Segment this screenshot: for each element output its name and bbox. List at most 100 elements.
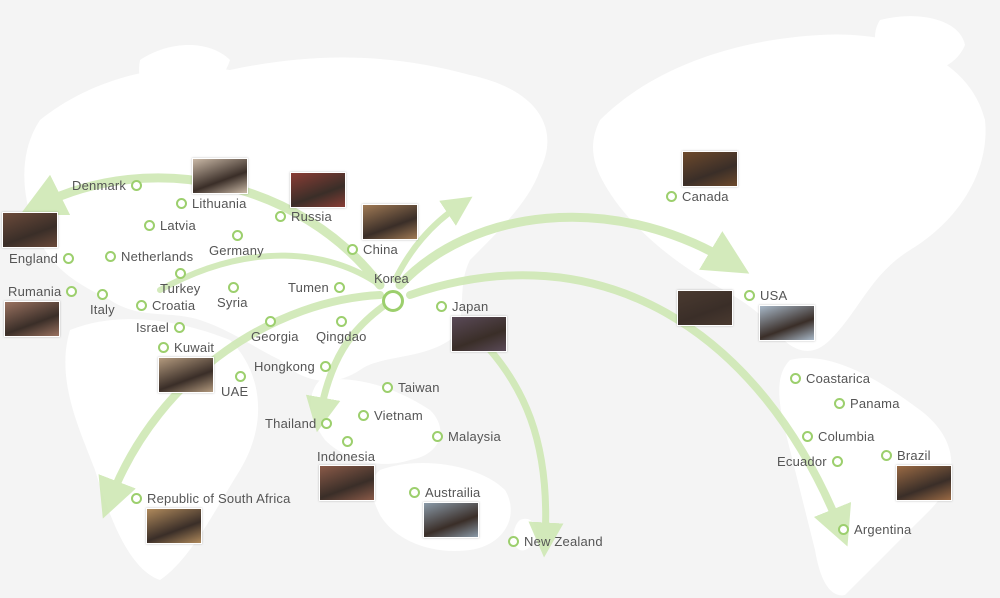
landmass-eurasia — [24, 57, 548, 381]
location-south-africa[interactable]: Republic of South Africa — [131, 491, 291, 506]
location-canada[interactable]: Canada — [666, 189, 729, 204]
location-panama[interactable]: Panama — [834, 396, 900, 411]
route-to-southeast-asia — [305, 301, 389, 433]
location-dot — [409, 487, 420, 498]
location-dot — [802, 431, 813, 442]
location-syria[interactable]: Syria — [217, 282, 248, 310]
location-label: Croatia — [152, 298, 196, 313]
trade-routes — [19, 173, 852, 558]
location-china[interactable]: China — [347, 242, 398, 257]
location-brazil[interactable]: Brazil — [881, 448, 931, 463]
location-dot — [508, 536, 519, 547]
location-label: China — [363, 242, 398, 257]
location-indonesia[interactable]: Indonesia — [317, 436, 375, 464]
photo-kuwait[interactable] — [158, 357, 214, 393]
photo-china[interactable] — [362, 204, 418, 240]
location-label: Tumen — [288, 280, 329, 295]
location-dot — [321, 418, 333, 429]
location-dot — [144, 220, 155, 231]
location-dot — [228, 282, 239, 293]
location-label: Georgia — [251, 329, 299, 344]
location-dot — [790, 373, 801, 384]
location-dot — [744, 290, 755, 301]
location-label: Lithuania — [192, 196, 247, 211]
photo-usa-store[interactable] — [677, 290, 733, 326]
location-rumania[interactable]: Rumania — [8, 284, 78, 299]
location-label: Syria — [217, 295, 248, 310]
location-dot — [342, 436, 353, 447]
location-malaysia[interactable]: Malaysia — [432, 429, 501, 444]
route-to-middle-east — [157, 252, 383, 293]
location-netherlands[interactable]: Netherlands — [105, 249, 193, 264]
location-australia[interactable]: Austrailia — [409, 485, 480, 500]
location-label: Qingdao — [316, 329, 367, 344]
location-label: Canada — [682, 189, 729, 204]
route-to-north-asia — [392, 196, 473, 283]
location-russia[interactable]: Russia — [275, 209, 332, 224]
location-argentina[interactable]: Argentina — [838, 522, 911, 537]
location-thailand[interactable]: Thailand — [265, 416, 333, 431]
location-kuwait[interactable]: Kuwait — [158, 340, 214, 355]
location-label: Indonesia — [317, 449, 376, 464]
location-label: Ecuador — [777, 454, 827, 469]
location-italy[interactable]: Italy — [90, 289, 115, 317]
location-usa[interactable]: USA — [744, 288, 787, 303]
photo-australia[interactable] — [423, 502, 479, 538]
location-label: Austrailia — [425, 485, 481, 500]
location-label: Brazil — [897, 448, 931, 463]
location-dot — [666, 191, 677, 202]
location-japan[interactable]: Japan — [436, 299, 488, 314]
location-label: UAE — [221, 384, 249, 399]
location-label: Malaysia — [448, 429, 501, 444]
location-dot — [174, 322, 185, 333]
location-lithuania[interactable]: Lithuania — [176, 196, 247, 211]
location-england[interactable]: England — [9, 251, 75, 266]
location-new-zealand[interactable]: New Zealand — [508, 534, 603, 549]
location-label: Denmark — [72, 178, 127, 193]
location-dot — [834, 398, 845, 409]
photo-brazil[interactable] — [896, 465, 952, 501]
location-dot — [136, 300, 147, 311]
photo-japan[interactable] — [451, 316, 507, 352]
photo-south-africa[interactable] — [146, 508, 202, 544]
location-dot — [232, 230, 243, 241]
location-label: England — [9, 251, 59, 266]
location-latvia[interactable]: Latvia — [144, 218, 196, 233]
location-georgia[interactable]: Georgia — [251, 316, 299, 344]
photo-england[interactable] — [2, 212, 58, 248]
location-turkey[interactable]: Turkey — [160, 268, 200, 296]
location-label: Japan — [452, 299, 489, 314]
location-dot — [176, 198, 187, 209]
korea-hub-label: Korea — [374, 271, 409, 286]
location-denmark[interactable]: Denmark — [72, 178, 143, 193]
location-uae[interactable]: UAE — [221, 371, 248, 399]
location-croatia[interactable]: Croatia — [136, 298, 195, 313]
location-hongkong[interactable]: Hongkong — [254, 359, 331, 374]
photo-russia[interactable] — [290, 172, 346, 208]
location-qingdao[interactable]: Qingdao — [316, 316, 367, 344]
photo-usa-building[interactable] — [759, 305, 815, 341]
photo-canada[interactable] — [682, 151, 738, 187]
photo-indonesia[interactable] — [319, 465, 375, 501]
location-vietnam[interactable]: Vietnam — [358, 408, 423, 423]
photo-lithuania[interactable] — [192, 158, 248, 194]
location-colombia[interactable]: Columbia — [802, 429, 875, 444]
landmass-north-america — [593, 34, 986, 351]
location-dot — [97, 289, 108, 300]
location-label: New Zealand — [524, 534, 603, 549]
location-costa-rica[interactable]: Coastarica — [790, 371, 870, 386]
location-ecuador[interactable]: Ecuador — [777, 454, 843, 469]
location-tumen[interactable]: Tumen — [288, 280, 345, 295]
location-germany[interactable]: Germany — [209, 230, 264, 258]
photo-rumania[interactable] — [4, 301, 60, 337]
location-label: Argentina — [854, 522, 912, 537]
route-to-usa — [395, 212, 750, 290]
location-label: Netherlands — [121, 249, 194, 264]
location-dot — [336, 316, 347, 327]
location-label: Latvia — [160, 218, 196, 233]
location-israel[interactable]: Israel — [136, 320, 185, 335]
location-taiwan[interactable]: Taiwan — [382, 380, 440, 395]
location-dot — [358, 410, 369, 421]
korea-hub-marker[interactable] — [382, 290, 404, 312]
